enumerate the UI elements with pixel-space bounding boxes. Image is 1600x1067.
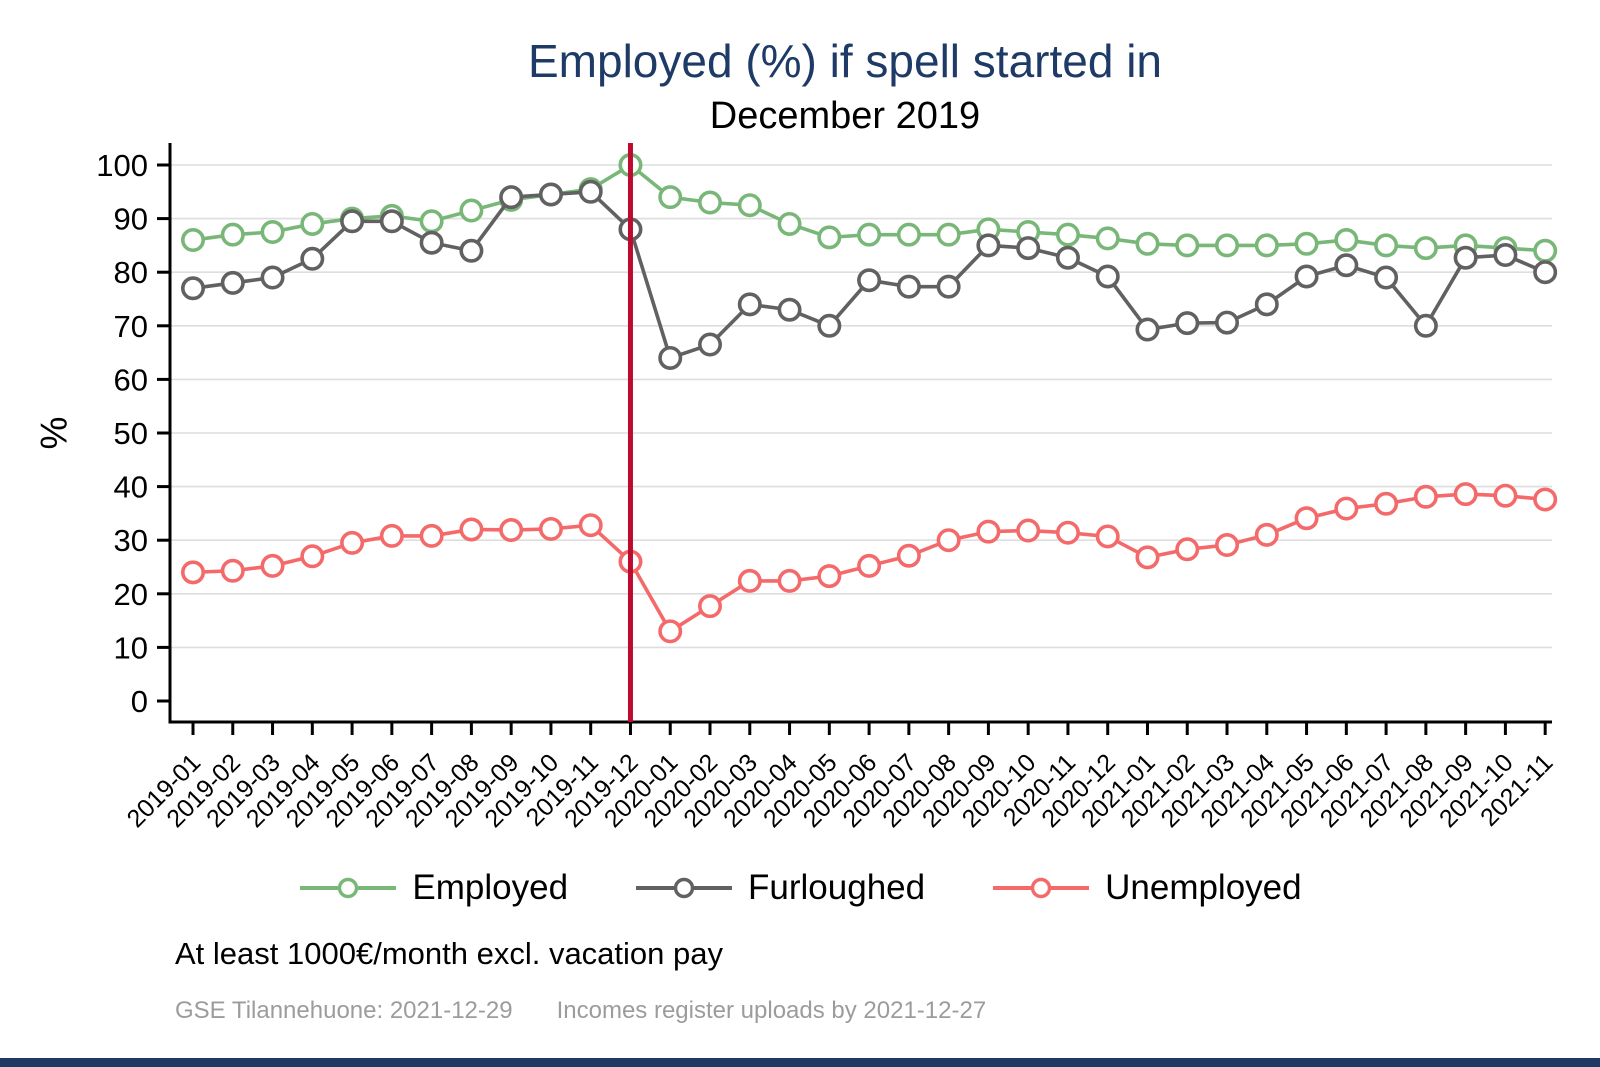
subset-note: At least 1000€/month excl. vacation pay [175, 936, 723, 971]
svg-text:70: 70 [114, 309, 148, 344]
y-axis-label: % [33, 416, 75, 450]
source-right: Incomes register uploads by 2021-12-27 [556, 997, 987, 1024]
chart-title: Employed (%) if spell started in [527, 35, 1163, 87]
bottom-accent-bar [0, 1058, 1600, 1067]
source-line: GSE Tilannehuone: 2021-12-29 Incomes regi… [175, 997, 1030, 1025]
svg-text:50: 50 [114, 416, 148, 451]
employed-line-marker-icon [300, 877, 397, 899]
legend-label-employed: Employed [412, 868, 569, 907]
legend: Employed Furloughed Unemployed [0, 868, 1600, 908]
legend-item-unemployed: Unemployed [991, 868, 1302, 908]
svg-text:100: 100 [96, 148, 148, 183]
source-left: GSE Tilannehuone: 2021-12-29 [175, 997, 513, 1024]
furloughed-line-marker-icon [636, 877, 733, 899]
legend-item-employed: Employed [298, 868, 568, 908]
legend-label-furloughed: Furloughed [748, 868, 926, 907]
svg-text:20: 20 [114, 577, 148, 612]
legend-item-furloughed: Furloughed [634, 868, 925, 908]
chart-subtitle: December 2019 [709, 95, 981, 137]
svg-text:30: 30 [114, 523, 148, 558]
svg-text:80: 80 [114, 255, 148, 290]
svg-text:40: 40 [114, 470, 148, 505]
svg-text:60: 60 [114, 362, 148, 397]
svg-text:10: 10 [114, 630, 148, 665]
legend-label-unemployed: Unemployed [1105, 868, 1302, 907]
svg-text:90: 90 [114, 202, 148, 237]
plot-area: 01020304050607080901002019-012019-022019… [96, 143, 1558, 833]
svg-text:0: 0 [131, 684, 148, 719]
unemployed-line-marker-icon [993, 877, 1090, 899]
